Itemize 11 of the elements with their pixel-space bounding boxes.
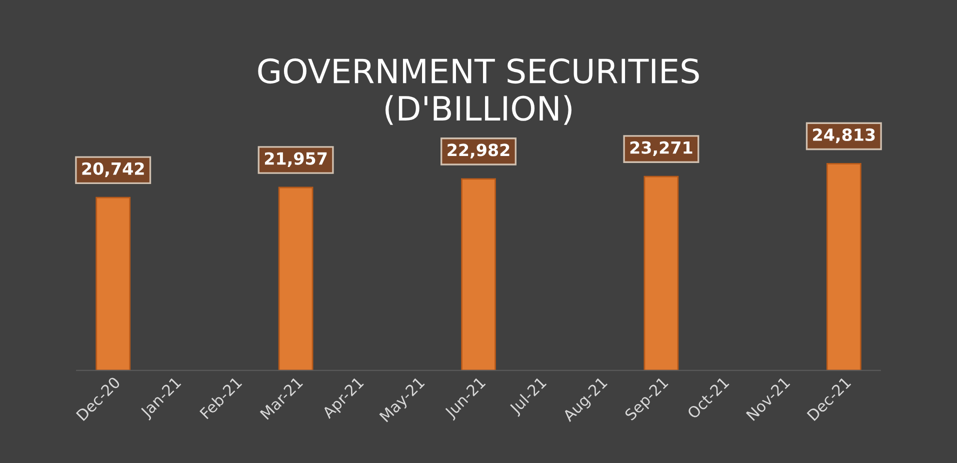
bar [644,176,679,370]
bar [826,163,862,370]
data-label: 21,957 [264,152,327,167]
data-label: 23,271 [630,141,692,156]
bar [96,196,131,370]
data-label: 24,813 [813,128,875,144]
data-label: 22,982 [448,144,510,158]
bar [278,186,314,370]
data-label: 20,742 [82,162,144,178]
chart-title: GOVERNMENT SECURITIES (D'BILLION) [258,58,699,125]
bar [461,178,496,370]
